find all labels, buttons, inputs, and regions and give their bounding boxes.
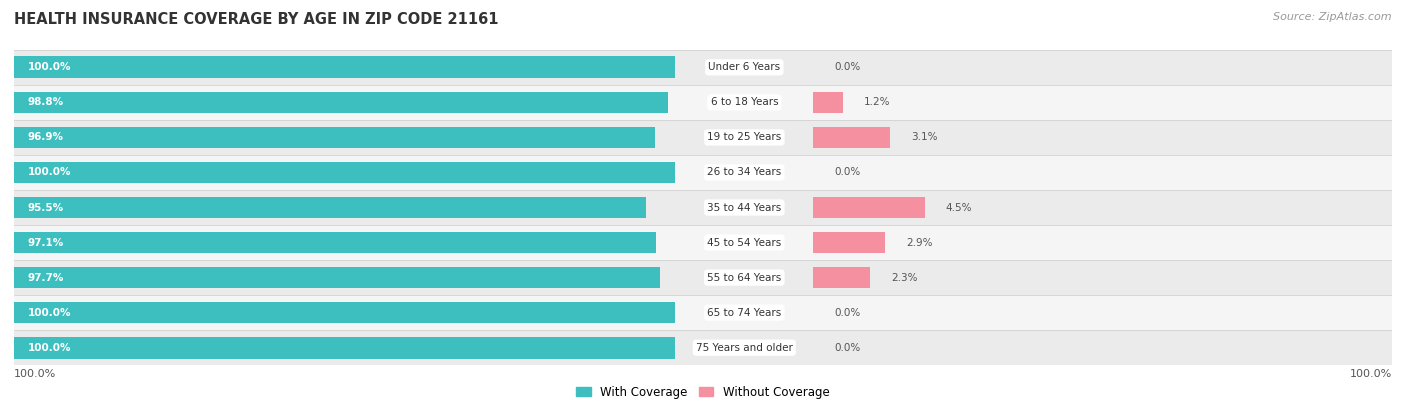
- Bar: [14, 50, 1392, 85]
- Text: 2.3%: 2.3%: [891, 273, 918, 283]
- Text: Under 6 Years: Under 6 Years: [709, 62, 780, 72]
- Bar: [14, 56, 675, 78]
- Text: 75 Years and older: 75 Years and older: [696, 343, 793, 353]
- Bar: [14, 91, 668, 113]
- Text: 35 to 44 Years: 35 to 44 Years: [707, 203, 782, 212]
- Text: Source: ZipAtlas.com: Source: ZipAtlas.com: [1274, 12, 1392, 22]
- Text: 98.8%: 98.8%: [28, 98, 63, 107]
- Text: 2.9%: 2.9%: [905, 237, 932, 247]
- Text: 100.0%: 100.0%: [28, 343, 72, 353]
- Bar: [14, 120, 1392, 155]
- Bar: [14, 330, 1392, 365]
- Text: HEALTH INSURANCE COVERAGE BY AGE IN ZIP CODE 21161: HEALTH INSURANCE COVERAGE BY AGE IN ZIP …: [14, 12, 499, 27]
- Bar: [813, 127, 890, 148]
- Bar: [14, 197, 645, 218]
- Bar: [813, 232, 886, 254]
- Text: 3.1%: 3.1%: [911, 132, 938, 142]
- Bar: [14, 127, 655, 148]
- Text: 6 to 18 Years: 6 to 18 Years: [710, 98, 778, 107]
- Bar: [14, 295, 1392, 330]
- Text: 0.0%: 0.0%: [834, 343, 860, 353]
- Bar: [14, 302, 675, 324]
- Bar: [14, 225, 1392, 260]
- Text: 55 to 64 Years: 55 to 64 Years: [707, 273, 782, 283]
- Text: 100.0%: 100.0%: [28, 168, 72, 178]
- Bar: [14, 155, 1392, 190]
- Text: 97.1%: 97.1%: [28, 237, 65, 247]
- Text: 4.5%: 4.5%: [945, 203, 972, 212]
- Text: 96.9%: 96.9%: [28, 132, 63, 142]
- Bar: [14, 85, 1392, 120]
- Text: 100.0%: 100.0%: [28, 62, 72, 72]
- Bar: [14, 260, 1392, 295]
- Bar: [14, 161, 675, 183]
- Bar: [813, 267, 870, 288]
- Bar: [813, 197, 925, 218]
- Bar: [14, 267, 661, 288]
- Text: 0.0%: 0.0%: [834, 62, 860, 72]
- Text: 19 to 25 Years: 19 to 25 Years: [707, 132, 782, 142]
- Text: 65 to 74 Years: 65 to 74 Years: [707, 308, 782, 317]
- Bar: [14, 232, 657, 254]
- Text: 45 to 54 Years: 45 to 54 Years: [707, 237, 782, 247]
- Text: 100.0%: 100.0%: [1350, 369, 1392, 379]
- Text: 26 to 34 Years: 26 to 34 Years: [707, 168, 782, 178]
- Text: 97.7%: 97.7%: [28, 273, 65, 283]
- Text: 0.0%: 0.0%: [834, 168, 860, 178]
- Text: 1.2%: 1.2%: [863, 98, 890, 107]
- Text: 95.5%: 95.5%: [28, 203, 63, 212]
- Text: 100.0%: 100.0%: [28, 308, 72, 317]
- Text: 0.0%: 0.0%: [834, 308, 860, 317]
- Bar: [14, 190, 1392, 225]
- Bar: [14, 337, 675, 359]
- Text: 100.0%: 100.0%: [14, 369, 56, 379]
- Legend: With Coverage, Without Coverage: With Coverage, Without Coverage: [572, 381, 834, 403]
- Bar: [813, 91, 844, 113]
